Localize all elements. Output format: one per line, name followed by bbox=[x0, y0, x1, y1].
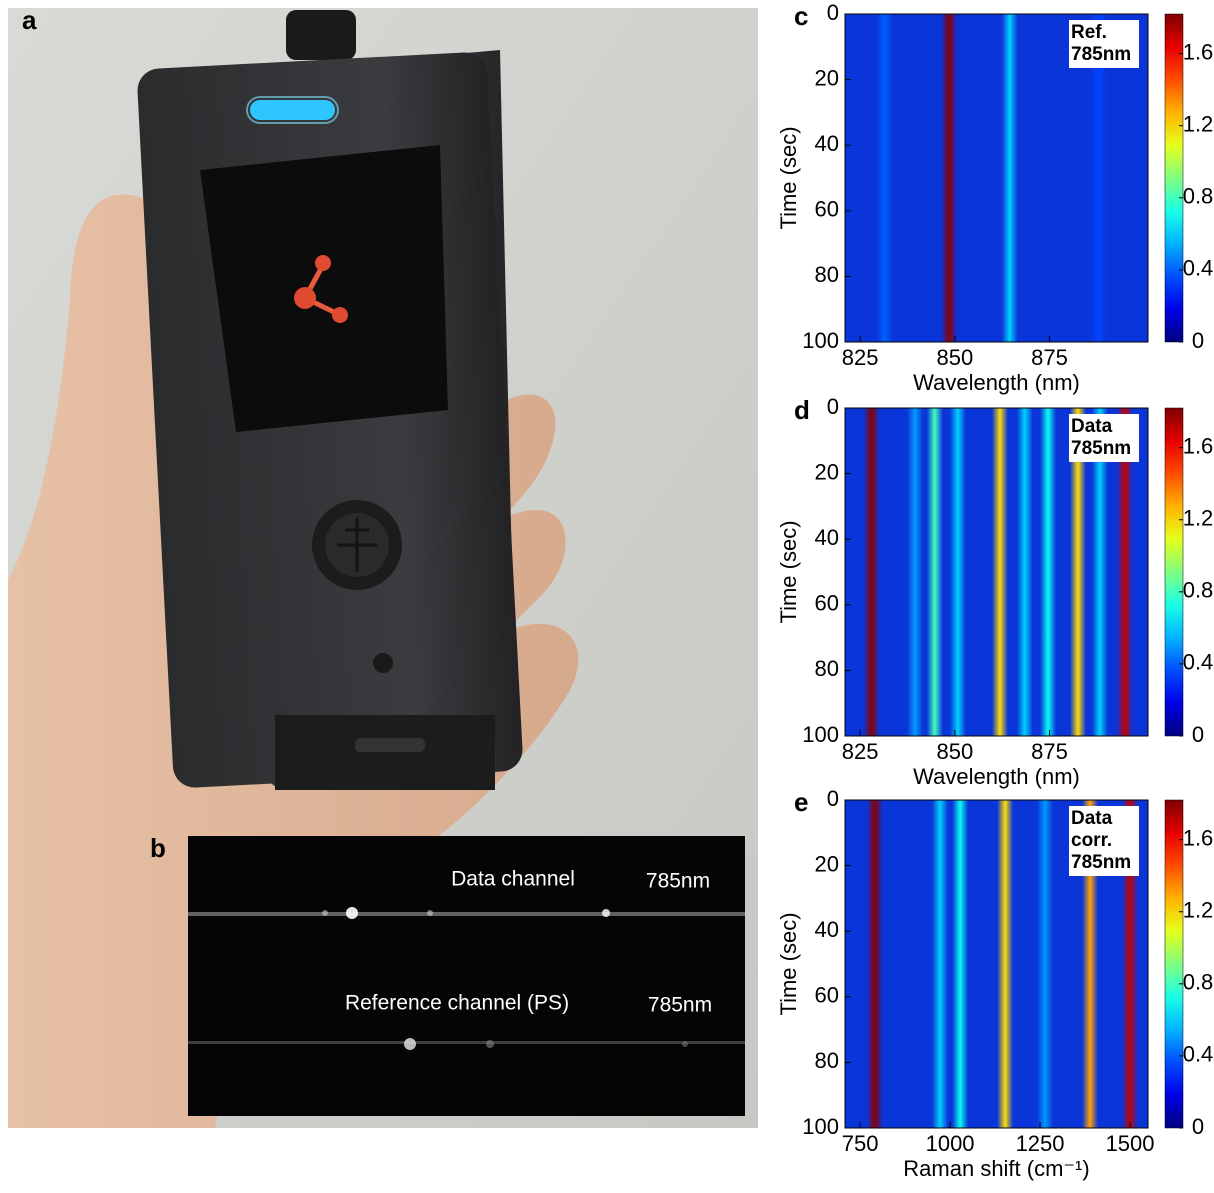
colorbar-tick-label: 1.2 bbox=[1183, 506, 1214, 531]
colorbar-tick-label: 0.8 bbox=[1183, 184, 1214, 209]
y-tick-label: 20 bbox=[815, 851, 839, 876]
y-tick-label: 40 bbox=[815, 525, 839, 550]
colorbar-tick-label: 0.4 bbox=[1183, 650, 1214, 675]
x-tick-label: 1250 bbox=[1016, 1131, 1065, 1156]
colorbar-tick-label: 0.8 bbox=[1183, 578, 1214, 603]
x-tick-label: 750 bbox=[842, 1131, 879, 1156]
x-tick-label: 850 bbox=[936, 739, 973, 764]
x-tick-label: 875 bbox=[1031, 345, 1068, 370]
stripe bbox=[997, 800, 1013, 1128]
spectrum-image: b Data channel 785nm Reference channel (… bbox=[150, 833, 745, 1116]
y-tick-label: 0 bbox=[827, 786, 839, 811]
y-tick-label: 20 bbox=[815, 459, 839, 484]
x-tick-label: 1500 bbox=[1106, 1131, 1155, 1156]
y-tick-label: 20 bbox=[815, 65, 839, 90]
stripe bbox=[952, 800, 968, 1128]
stripe bbox=[941, 14, 957, 342]
panel-label: e bbox=[794, 787, 808, 817]
stripe bbox=[1040, 408, 1056, 736]
figure: a b Data channel 785nm Reference channel… bbox=[0, 0, 1214, 1193]
x-tick-label: 825 bbox=[842, 345, 879, 370]
x-tick-label: 825 bbox=[842, 739, 879, 764]
annotation: Ref. bbox=[1071, 22, 1107, 43]
channel-label: Reference channel (PS) bbox=[345, 992, 569, 1015]
x-tick-label: 850 bbox=[936, 345, 973, 370]
y-axis-label: Time (sec) bbox=[776, 912, 801, 1015]
y-tick-label: 80 bbox=[815, 262, 839, 287]
x-tick-label: 875 bbox=[1031, 739, 1068, 764]
panel-label: d bbox=[794, 395, 810, 425]
stripe bbox=[950, 408, 966, 736]
y-tick-label: 100 bbox=[802, 328, 839, 353]
colorbar-tick-label: 1.6 bbox=[1183, 39, 1214, 64]
stripe bbox=[932, 800, 948, 1128]
y-tick-label: 60 bbox=[815, 983, 839, 1008]
colorbar-tick-label: 0.8 bbox=[1183, 970, 1214, 995]
y-tick-label: 100 bbox=[802, 1114, 839, 1139]
colorbar-tick-label: 0 bbox=[1192, 722, 1204, 747]
stripe bbox=[867, 800, 883, 1128]
x-axis-label: Raman shift (cm⁻¹) bbox=[903, 1156, 1089, 1181]
annotation: 785nm bbox=[1071, 44, 1131, 65]
panel-label: a bbox=[22, 5, 37, 35]
stripe bbox=[907, 408, 923, 736]
y-tick-label: 80 bbox=[815, 656, 839, 681]
y-tick-label: 80 bbox=[815, 1048, 839, 1073]
annotation: 785nm bbox=[1071, 438, 1131, 459]
y-axis-label: Time (sec) bbox=[776, 126, 801, 229]
stripe bbox=[1002, 14, 1018, 342]
colorbar bbox=[1165, 408, 1183, 736]
stripe bbox=[992, 408, 1008, 736]
colorbar-tick-label: 1.6 bbox=[1183, 433, 1214, 458]
y-tick-label: 0 bbox=[827, 0, 839, 25]
annotation: corr. bbox=[1071, 830, 1112, 851]
colorbar-tick-label: 1.2 bbox=[1183, 898, 1214, 923]
colorbar-tick-label: 0 bbox=[1192, 1114, 1204, 1139]
stripe bbox=[864, 408, 880, 736]
y-tick-label: 40 bbox=[815, 917, 839, 942]
colorbar-tick-label: 1.2 bbox=[1183, 112, 1214, 137]
stripe bbox=[1037, 800, 1053, 1128]
stripe bbox=[1017, 408, 1033, 736]
x-tick-label: 1000 bbox=[926, 1131, 975, 1156]
y-tick-label: 0 bbox=[827, 394, 839, 419]
annotation: 785nm bbox=[1071, 852, 1131, 873]
stripe bbox=[927, 408, 943, 736]
colorbar-tick-label: 0.4 bbox=[1183, 1042, 1214, 1067]
colorbar bbox=[1165, 14, 1183, 342]
colorbar-tick-label: 1.6 bbox=[1183, 825, 1214, 850]
wavelength-label: 785nm bbox=[646, 870, 710, 893]
y-tick-label: 60 bbox=[815, 591, 839, 616]
panel-label: b bbox=[150, 833, 166, 863]
colorbar-tick-label: 0.4 bbox=[1183, 256, 1214, 281]
annotation: Data bbox=[1071, 808, 1113, 829]
colorbar bbox=[1165, 800, 1183, 1128]
stripe bbox=[877, 14, 893, 342]
y-tick-label: 100 bbox=[802, 722, 839, 747]
wavelength-label: 785nm bbox=[648, 994, 712, 1017]
y-axis-label: Time (sec) bbox=[776, 520, 801, 623]
colorbar-tick-label: 0 bbox=[1192, 328, 1204, 353]
panel-label: c bbox=[794, 1, 808, 31]
x-axis-label: Wavelength (nm) bbox=[913, 370, 1080, 395]
y-tick-label: 60 bbox=[815, 197, 839, 222]
y-tick-label: 40 bbox=[815, 131, 839, 156]
channel-label: Data channel bbox=[451, 868, 575, 891]
annotation: Data bbox=[1071, 416, 1113, 437]
x-axis-label: Wavelength (nm) bbox=[913, 764, 1080, 789]
